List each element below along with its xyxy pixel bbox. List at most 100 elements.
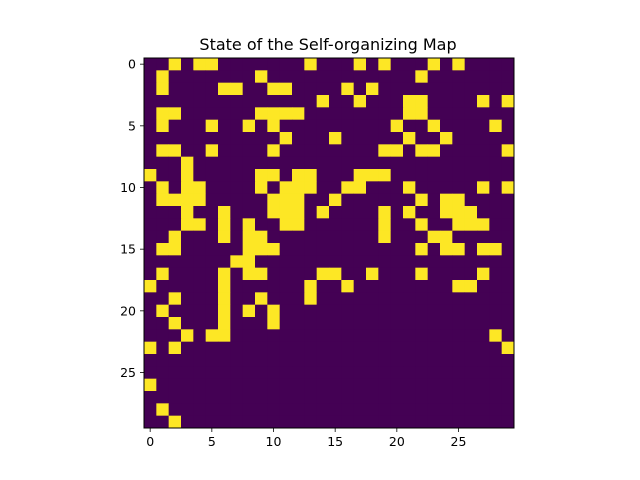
heatmap-cell (464, 378, 478, 392)
heatmap-cell (292, 415, 305, 429)
heatmap-cell (316, 280, 330, 293)
heatmap-cell (205, 181, 219, 195)
heatmap-cell (353, 341, 367, 355)
heatmap-cell (205, 329, 219, 343)
heatmap-cell (255, 329, 268, 343)
heatmap-cell (353, 354, 367, 367)
heatmap-cell (181, 243, 194, 256)
heatmap-cell (193, 230, 207, 244)
heatmap-cell (144, 415, 157, 429)
heatmap-cell (230, 132, 244, 145)
heatmap-cell (329, 317, 342, 330)
heatmap-cell (464, 354, 478, 367)
heatmap-cell (242, 193, 256, 207)
heatmap-cell (427, 107, 441, 121)
heatmap-cell (144, 292, 157, 306)
heatmap-cell (205, 132, 219, 145)
heatmap-cell (168, 206, 182, 219)
heatmap-cell (341, 144, 355, 158)
heatmap-cell (378, 218, 392, 232)
heatmap-cell (255, 82, 268, 96)
heatmap-cell (390, 70, 404, 84)
heatmap-cell (403, 119, 416, 133)
heatmap-cell (156, 82, 170, 96)
heatmap-cell (316, 378, 330, 392)
heatmap-cell (181, 82, 194, 96)
heatmap-cell (193, 119, 207, 133)
heatmap-cell (205, 391, 219, 404)
heatmap-cell (267, 181, 281, 195)
heatmap-cell (144, 132, 157, 145)
heatmap-cell (390, 156, 404, 170)
heatmap-cell (181, 292, 194, 306)
heatmap-cell (156, 280, 170, 293)
heatmap-cell (156, 144, 170, 158)
heatmap-cell (255, 341, 268, 355)
heatmap-cell (205, 317, 219, 330)
heatmap-cell (341, 366, 355, 380)
heatmap-cell (353, 391, 367, 404)
heatmap-cell (366, 292, 379, 306)
heatmap-cell (329, 292, 342, 306)
heatmap-cell (489, 144, 503, 158)
heatmap-cell (316, 132, 330, 145)
heatmap-cell (427, 366, 441, 380)
heatmap-cell (230, 70, 244, 84)
heatmap-cell (304, 354, 318, 367)
heatmap-cell (366, 144, 379, 158)
heatmap-cell (168, 255, 182, 269)
heatmap-cell (193, 391, 207, 404)
heatmap-cell (378, 366, 392, 380)
heatmap-cell (403, 95, 416, 108)
heatmap-cell (378, 354, 392, 367)
heatmap-cell (452, 243, 466, 256)
heatmap-cell (230, 292, 244, 306)
y-axis-ticks: 0 5 10 15 20 25 (120, 57, 144, 380)
heatmap-cell (156, 403, 170, 417)
heatmap-cell (292, 255, 305, 269)
heatmap-cell (440, 230, 453, 244)
heatmap-cell (366, 378, 379, 392)
heatmap-cell (329, 169, 342, 182)
heatmap-cell (193, 255, 207, 269)
heatmap-cell (464, 70, 478, 84)
heatmap-cell (403, 292, 416, 306)
heatmap-cell (452, 391, 466, 404)
heatmap-cell (168, 82, 182, 96)
heatmap-cell (168, 329, 182, 343)
heatmap-cell (267, 378, 281, 392)
heatmap-cell (477, 119, 490, 133)
heatmap-cell (366, 193, 379, 207)
heatmap-cell (464, 193, 478, 207)
heatmap-cell (205, 403, 219, 417)
heatmap-cell (144, 119, 157, 133)
heatmap-cell (378, 70, 392, 84)
heatmap-cell (353, 218, 367, 232)
heatmap-cell (415, 304, 429, 318)
heatmap-cell (304, 329, 318, 343)
heatmap-cell (279, 70, 293, 84)
heatmap-cell (501, 243, 515, 256)
heatmap-cell (218, 82, 231, 96)
heatmap-cell (255, 255, 268, 269)
heatmap-cell (378, 169, 392, 182)
heatmap-cell (316, 415, 330, 429)
heatmap-cell (279, 304, 293, 318)
heatmap-cell (378, 206, 392, 219)
heatmap-cell (230, 218, 244, 232)
heatmap-cell (390, 255, 404, 269)
heatmap-cell (292, 304, 305, 318)
heatmap-cell (489, 341, 503, 355)
heatmap-cell (267, 144, 281, 158)
heatmap-cell (144, 82, 157, 96)
heatmap-cell (193, 378, 207, 392)
heatmap-cell (205, 156, 219, 170)
heatmap-cell (279, 169, 293, 182)
heatmap-cell (427, 243, 441, 256)
heatmap-cell (181, 206, 194, 219)
heatmap-cell (156, 218, 170, 232)
heatmap-cell (366, 156, 379, 170)
heatmap-cell (440, 181, 453, 195)
heatmap-cell (353, 206, 367, 219)
heatmap-cell (353, 255, 367, 269)
